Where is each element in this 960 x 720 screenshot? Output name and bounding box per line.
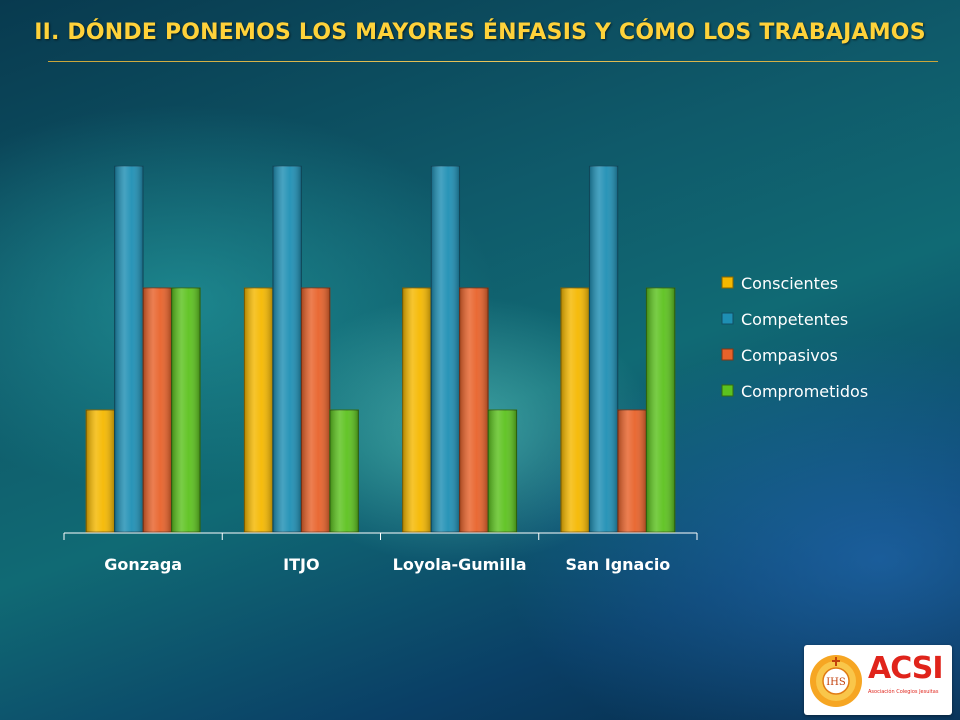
legend: Conscientes Competentes Compasivos Comprome…: [721, 274, 868, 401]
bar-sheen: [560, 288, 590, 532]
bar-sheen: [272, 166, 302, 532]
bar-sheen: [171, 288, 201, 532]
legend-swatch-competentes: [721, 312, 734, 325]
bar-sheen: [244, 288, 273, 532]
legend-swatch-compasivos: [721, 348, 734, 361]
bars-group: [85, 165, 676, 533]
bar-sheen: [143, 288, 172, 532]
x-axis: Gonzaga ITJO Loyola-Gumilla San Ignacio: [63, 532, 698, 574]
bar-sheen: [431, 166, 460, 532]
x-tick-label: Loyola-Gumilla: [393, 555, 527, 574]
legend-swatch-conscientes: [721, 276, 734, 289]
legend-label-competentes: Competentes: [741, 310, 848, 329]
legend-label-compasivos: Compasivos: [741, 346, 838, 365]
legend-label-conscientes: Conscientes: [741, 274, 838, 293]
x-tick-label: Gonzaga: [104, 555, 182, 574]
sunburst-emblem-icon: IHS: [810, 655, 862, 707]
bar-sheen: [86, 410, 115, 532]
bar-sheen: [459, 288, 489, 532]
bar-sheen: [402, 288, 432, 532]
x-tick-label: ITJO: [283, 555, 319, 574]
bar-sheen: [617, 410, 647, 532]
bar-sheen: [589, 166, 618, 532]
title-divider: [48, 61, 938, 62]
bar-sheen: [646, 288, 675, 532]
logo-subtext: Asociación Colegios Jesuitas: [868, 689, 939, 695]
emblem-text: IHS: [826, 677, 846, 688]
bar-sheen: [329, 410, 359, 532]
bar-sheen: [114, 166, 144, 532]
bar-sheen: [301, 288, 330, 532]
legend-swatch-comprometidos: [721, 384, 734, 397]
bar-sheen: [488, 410, 517, 532]
slide-title: II. DÓNDE PONEMOS LOS MAYORES ÉNFASIS Y …: [34, 20, 926, 45]
logo-text: ACSI: [868, 651, 944, 686]
legend-label-comprometidos: Comprometidos: [741, 382, 868, 401]
x-tick-label: San Ignacio: [565, 555, 670, 574]
acsi-logo: IHS ACSI Asociación Colegios Jesuitas: [804, 645, 952, 715]
